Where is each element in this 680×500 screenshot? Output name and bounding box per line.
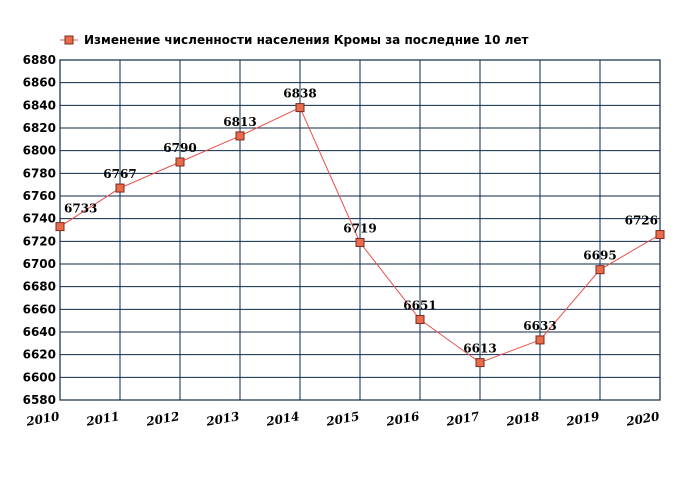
x-tick-label: 2011 bbox=[84, 409, 120, 429]
y-axis-ticks: 6580 6600 6620 6640 6660 6680 6700 6720 6740 6760… bbox=[23, 53, 56, 407]
x-tick-label: 2019 bbox=[564, 409, 601, 429]
x-tick-label: 2012 bbox=[144, 409, 180, 429]
data-point bbox=[655, 230, 665, 240]
data-label: 6726 bbox=[625, 214, 658, 228]
data-label: 6719 bbox=[343, 221, 376, 235]
x-axis-ticks: 2010 2011 2012 2013 2014 2015 2016 2017 2018 2019… bbox=[24, 409, 661, 429]
x-tick-label: 2020 bbox=[624, 409, 661, 429]
series-population bbox=[55, 103, 665, 368]
data-label: 6838 bbox=[283, 87, 316, 101]
legend-marker-swatch bbox=[64, 35, 74, 45]
data-point bbox=[295, 103, 305, 113]
data-point bbox=[475, 358, 485, 368]
y-tick-label: 6640 bbox=[23, 325, 56, 339]
y-tick-label: 6780 bbox=[23, 166, 56, 180]
x-tick-label: 2017 bbox=[444, 409, 481, 429]
y-tick-label: 6860 bbox=[23, 76, 56, 90]
y-tick-label: 6700 bbox=[23, 257, 56, 271]
y-tick-label: 6820 bbox=[23, 121, 56, 135]
legend-label: Изменение численности населения Кромы за… bbox=[84, 33, 529, 47]
x-tick-label: 2018 bbox=[504, 409, 541, 429]
data-point bbox=[175, 157, 185, 167]
data-label: 6695 bbox=[583, 249, 616, 263]
data-labels: 6733 6767 6790 6813 6838 6719 6651 6613 6633 6695… bbox=[64, 87, 658, 356]
y-tick-label: 6720 bbox=[23, 234, 56, 248]
y-tick-label: 6840 bbox=[23, 98, 56, 112]
legend: Изменение численности населения Кромы за… bbox=[60, 33, 529, 47]
x-tick-label: 2010 bbox=[24, 409, 61, 429]
data-point bbox=[115, 183, 125, 193]
x-tick-label: 2013 bbox=[204, 409, 240, 429]
y-tick-label: 6880 bbox=[23, 53, 56, 67]
x-tick-label: 2015 bbox=[324, 409, 360, 429]
data-label: 6767 bbox=[103, 167, 136, 181]
data-point bbox=[235, 131, 245, 141]
data-label: 6613 bbox=[463, 342, 496, 356]
y-tick-label: 6580 bbox=[23, 393, 56, 407]
y-tick-label: 6600 bbox=[23, 370, 56, 384]
data-point bbox=[355, 237, 365, 247]
data-point bbox=[535, 335, 545, 345]
data-label: 6633 bbox=[523, 319, 556, 333]
grid bbox=[59, 59, 661, 401]
data-label: 6733 bbox=[64, 202, 97, 216]
x-tick-label: 2016 bbox=[384, 409, 421, 429]
data-label: 6651 bbox=[403, 299, 436, 313]
data-point bbox=[415, 315, 425, 325]
x-tick-label: 2014 bbox=[264, 409, 300, 429]
y-tick-label: 6800 bbox=[23, 144, 56, 158]
y-tick-label: 6760 bbox=[23, 189, 56, 203]
y-tick-label: 6660 bbox=[23, 302, 56, 316]
data-point bbox=[595, 265, 605, 275]
y-tick-label: 6740 bbox=[23, 212, 56, 226]
y-tick-label: 6620 bbox=[23, 348, 56, 362]
data-label: 6790 bbox=[163, 141, 196, 155]
data-point bbox=[55, 222, 65, 232]
data-label: 6813 bbox=[223, 115, 256, 129]
y-tick-label: 6680 bbox=[23, 280, 56, 294]
